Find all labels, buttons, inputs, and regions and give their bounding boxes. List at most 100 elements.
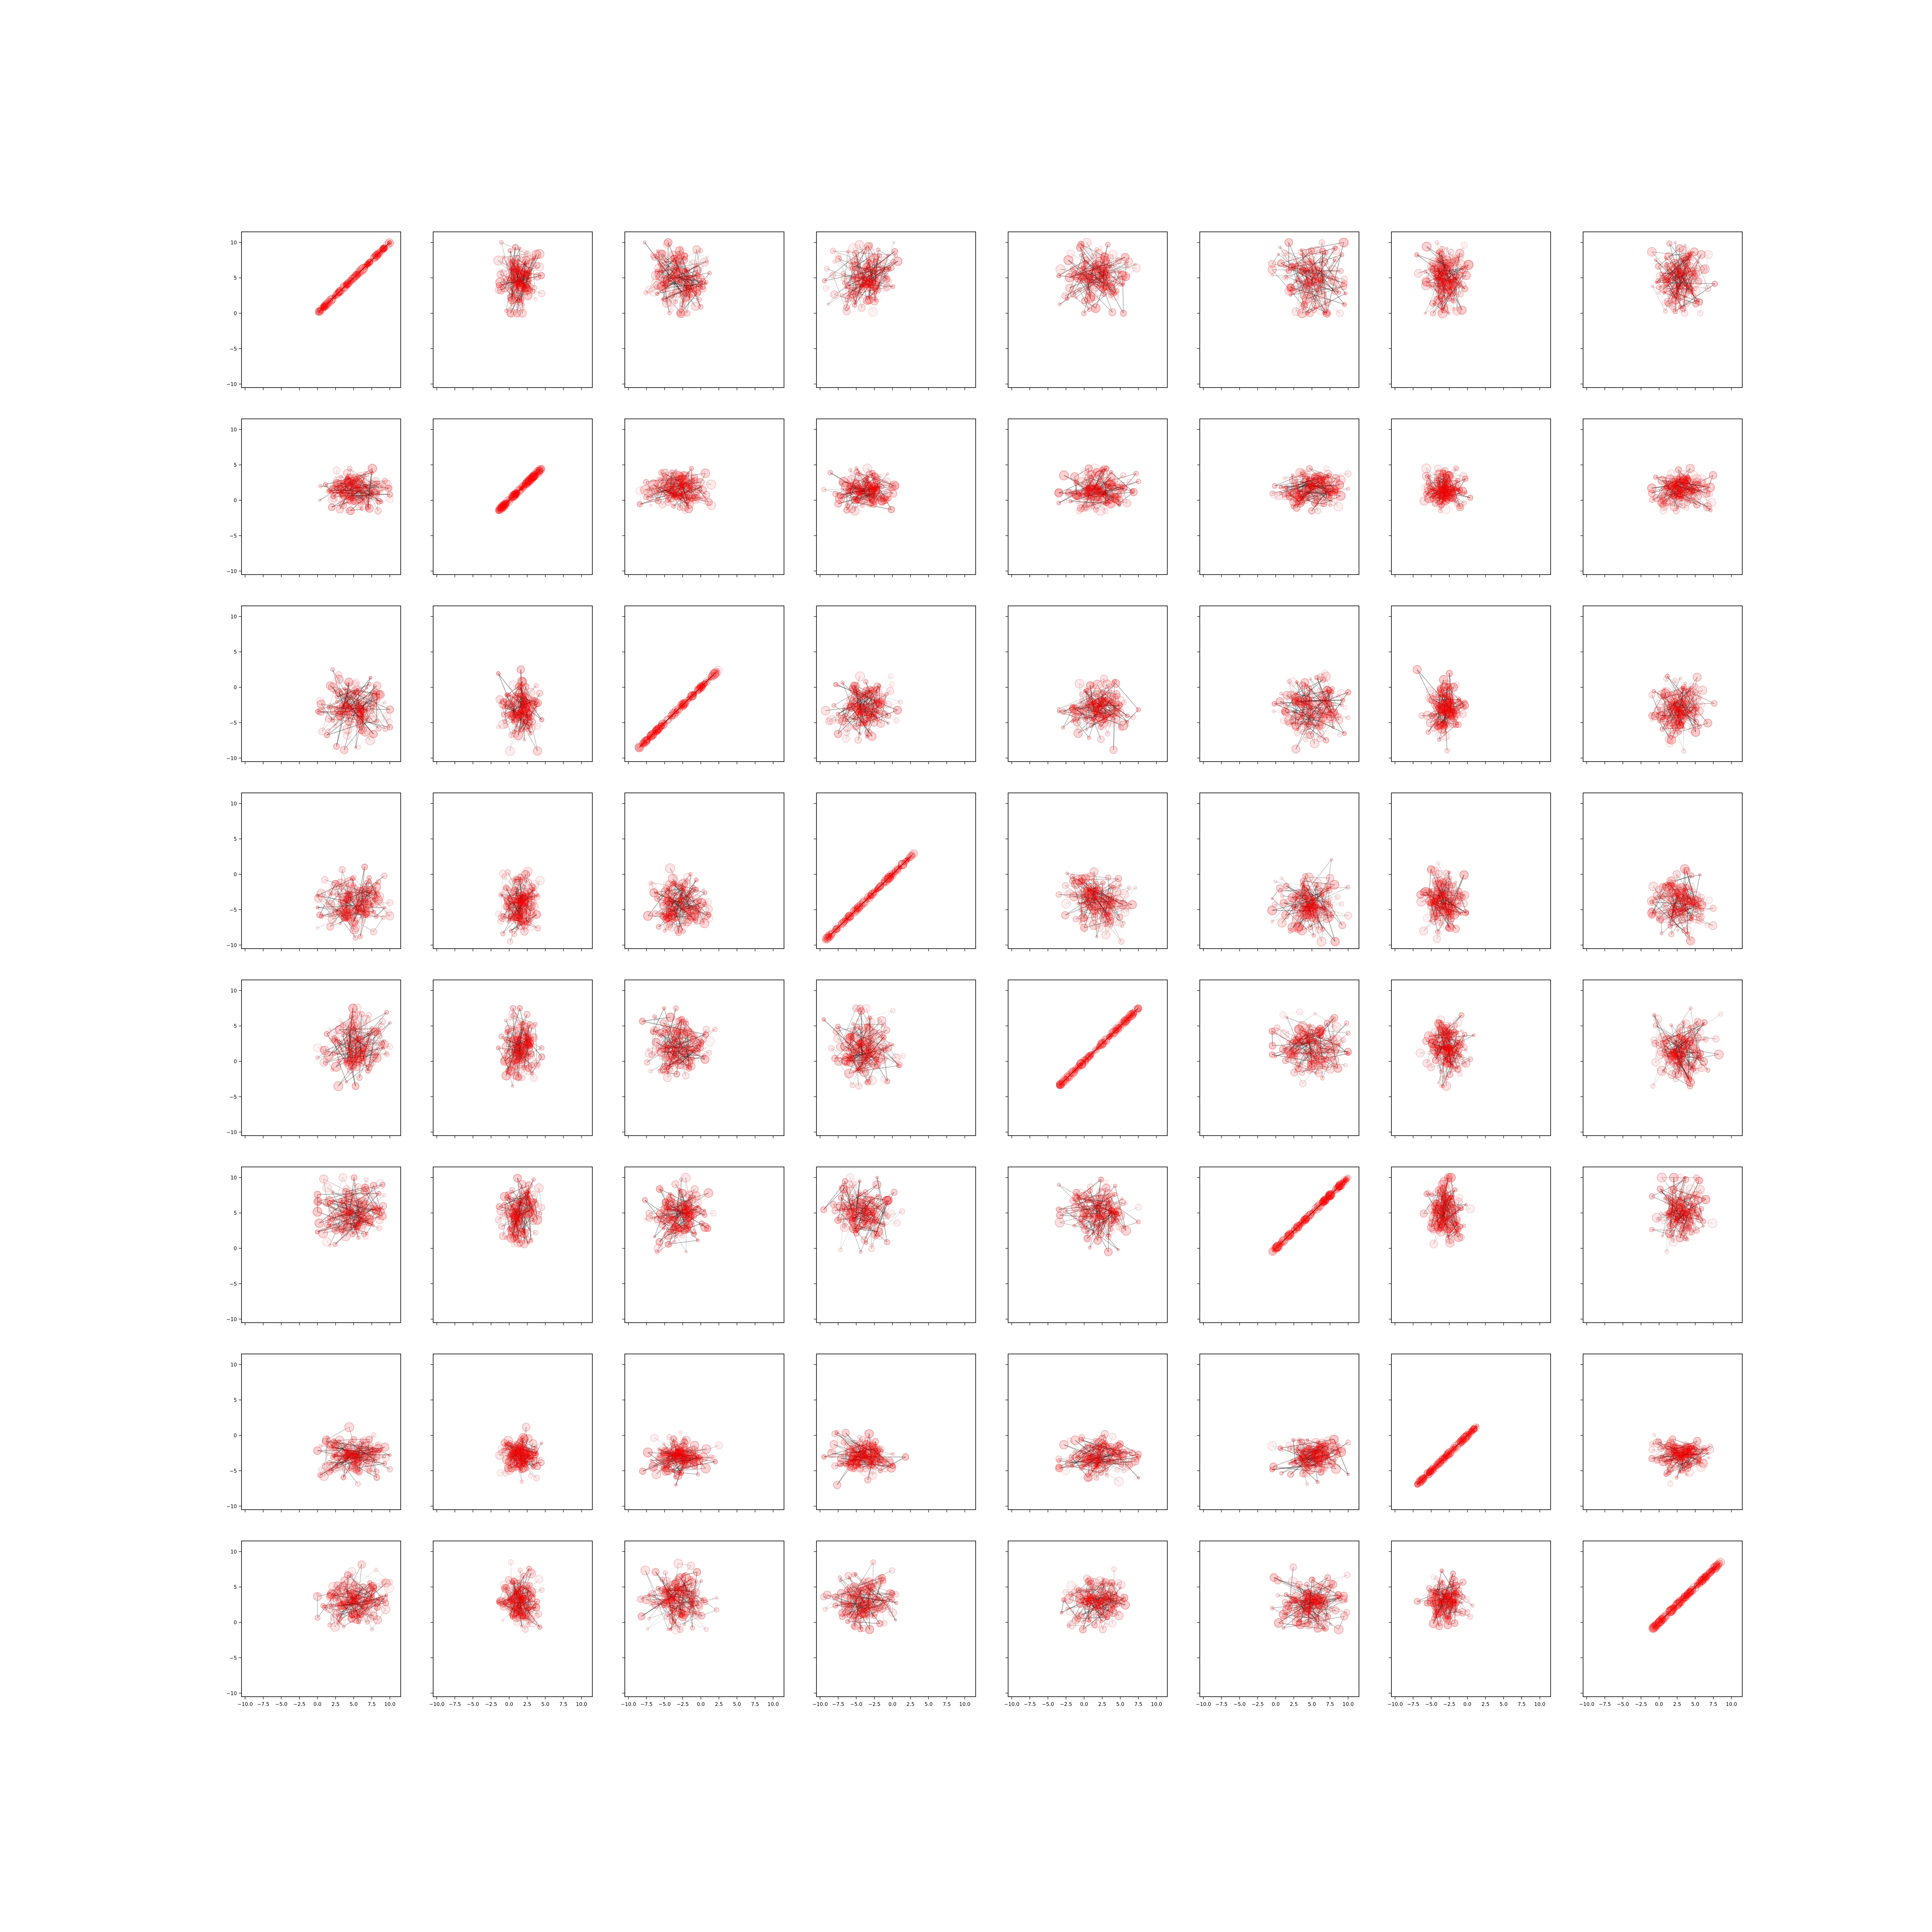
data-point <box>1087 475 1094 482</box>
trajectory-segment <box>356 242 390 275</box>
data-point <box>849 291 857 298</box>
trajectory-segment <box>1295 279 1308 282</box>
data-point <box>654 490 660 495</box>
trajectory-segment <box>1283 259 1296 278</box>
trajectory-segment <box>838 255 854 298</box>
trajectory-segment <box>1074 269 1104 289</box>
trajectory-segment <box>371 247 386 262</box>
trajectory-segment <box>1102 273 1105 276</box>
data-point <box>1423 311 1427 315</box>
trajectory-segment <box>503 272 520 303</box>
data-layer <box>495 465 545 514</box>
trajectory-segment <box>677 281 682 308</box>
data-point <box>1451 486 1457 493</box>
data-point <box>341 286 345 291</box>
data-point <box>1341 276 1348 283</box>
data-point <box>653 281 662 289</box>
trajectory-segment <box>1069 265 1115 288</box>
data-point <box>1056 264 1066 274</box>
trajectory-segment <box>1291 279 1308 288</box>
trajectory-segment <box>507 281 523 313</box>
data-point <box>526 277 532 282</box>
data-point <box>1133 263 1137 266</box>
trajectory-segment <box>1070 253 1099 270</box>
trajectory-segment <box>356 252 380 276</box>
trajectory-segment <box>868 267 891 268</box>
trajectory-segment <box>653 255 683 281</box>
data-point <box>1079 266 1087 274</box>
trajectory-segment <box>510 267 540 291</box>
data-point <box>687 275 695 283</box>
data-point <box>509 277 515 284</box>
data-point <box>1322 309 1331 318</box>
trajectory-segment <box>330 276 355 301</box>
trajectory-segment <box>664 263 683 284</box>
data-point <box>523 262 527 266</box>
data-point <box>366 492 373 500</box>
trajectory-segment <box>1095 263 1124 314</box>
data-point <box>688 293 693 298</box>
data-point <box>510 273 520 284</box>
trajectory-segment <box>1072 272 1120 274</box>
data-point <box>1447 249 1454 255</box>
data-point <box>1340 282 1347 290</box>
data-point <box>673 267 681 276</box>
data-point <box>1114 268 1119 274</box>
data-point <box>677 280 680 284</box>
data-point <box>318 309 321 313</box>
data-point <box>668 292 675 298</box>
data-point <box>870 280 879 289</box>
trajectory-segment <box>1307 250 1336 277</box>
trajectory-segment <box>1298 276 1325 314</box>
trajectory-segment <box>1289 277 1331 292</box>
data-point <box>1311 499 1319 507</box>
trajectory-segment <box>842 295 846 303</box>
trajectory-segment <box>1286 269 1321 310</box>
trajectory-segment <box>350 249 383 281</box>
data-point <box>1099 285 1107 293</box>
data-point <box>517 285 526 294</box>
trajectory-segment <box>335 265 367 296</box>
trajectory-segment <box>337 284 347 294</box>
data-point <box>843 278 851 285</box>
data-point <box>892 241 895 244</box>
data-point <box>655 253 660 259</box>
trajectory-segment <box>685 277 690 298</box>
data-point <box>697 280 703 286</box>
trajectory-segment <box>1317 250 1335 261</box>
data-point <box>369 483 373 487</box>
data-point <box>1313 287 1317 291</box>
trajectory-segment <box>524 269 530 277</box>
data-point <box>512 281 517 286</box>
trajectory-segment <box>368 248 384 264</box>
data-point <box>1462 476 1468 482</box>
trajectory-segment <box>1297 264 1345 284</box>
data-layer <box>821 464 900 515</box>
data-point <box>1090 485 1099 493</box>
trajectory-segment <box>319 304 327 312</box>
trajectory-segment <box>1304 268 1340 314</box>
data-point <box>863 296 872 305</box>
trajectory-segment <box>1112 254 1117 291</box>
trajectory-segment <box>1308 272 1316 289</box>
trajectory-segment <box>1081 244 1105 257</box>
trajectory-segment <box>1075 282 1097 298</box>
trajectory-segment <box>868 246 887 279</box>
trajectory-segment <box>500 277 522 291</box>
data-point <box>865 245 869 249</box>
data-point <box>1114 291 1119 295</box>
trajectory-segment <box>503 270 527 281</box>
trajectory-segment <box>321 303 328 310</box>
trajectory-segment <box>857 259 859 281</box>
trajectory-segment <box>1070 277 1098 288</box>
data-point <box>1081 264 1085 269</box>
trajectory-segment <box>318 296 335 313</box>
data-point <box>671 504 676 509</box>
data-point <box>1078 263 1086 271</box>
data-point <box>840 271 846 276</box>
data-point <box>520 269 529 278</box>
data-point <box>1301 284 1304 287</box>
trajectory-segment <box>683 256 694 264</box>
trajectory-segment <box>661 261 707 272</box>
data-point <box>1120 270 1126 276</box>
